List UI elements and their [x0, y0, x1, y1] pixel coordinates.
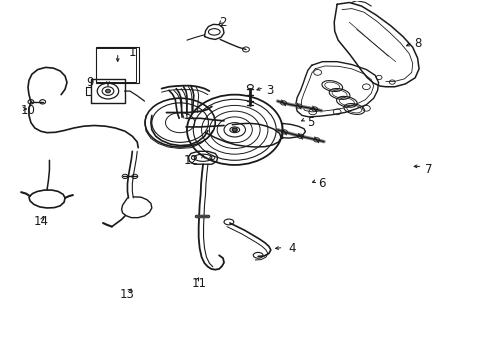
Text: 3: 3 [266, 84, 273, 97]
Text: 7: 7 [424, 163, 431, 176]
Text: 4: 4 [288, 242, 295, 255]
Text: 11: 11 [191, 278, 206, 291]
Ellipse shape [232, 128, 237, 132]
Text: 8: 8 [413, 37, 421, 50]
Bar [96, 47, 139, 83]
Text: 13: 13 [120, 288, 135, 301]
Text: 1: 1 [128, 46, 136, 59]
Ellipse shape [105, 89, 110, 93]
Text: 2: 2 [218, 16, 226, 29]
Text: 9: 9 [86, 76, 94, 89]
Bar [96, 48, 136, 82]
Ellipse shape [229, 127, 239, 133]
Text: 5: 5 [306, 116, 314, 129]
Text: 12: 12 [183, 154, 198, 167]
Text: 14: 14 [34, 215, 49, 228]
Text: 10: 10 [20, 104, 35, 117]
Text: 6: 6 [317, 177, 325, 190]
